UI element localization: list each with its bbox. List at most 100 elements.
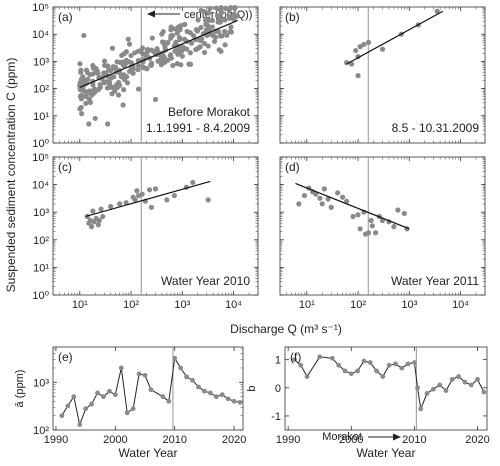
data-point <box>139 191 145 197</box>
data-point <box>162 41 168 47</box>
data-point <box>468 382 474 388</box>
y-tick-label: 10¹ <box>33 262 49 274</box>
panel-e: 1990 2000 2010 2020 10² 10³ Water Year ā (ppm) (… <box>14 346 246 460</box>
y-tick-label: 10² <box>33 425 49 437</box>
data-point <box>184 374 189 380</box>
panel-c: 10¹ 10² 10³ 10⁴ 10⁰ 10¹ 10² 10³ 10⁴ 10⁵ (c) Water Y… <box>32 152 259 311</box>
x-tick-label: 2020 <box>465 434 489 446</box>
data-point <box>190 377 195 383</box>
data-point <box>59 413 65 419</box>
x-tick-label: 10¹ <box>72 299 88 311</box>
data-point <box>130 406 136 412</box>
data-point <box>328 204 334 210</box>
data-point <box>145 46 151 53</box>
data-point <box>213 394 219 400</box>
data-point <box>313 191 319 197</box>
data-point <box>105 63 111 69</box>
data-point <box>196 384 201 390</box>
data-point <box>231 398 237 404</box>
y-tick-label: 0 <box>275 383 281 395</box>
data-point <box>168 24 174 30</box>
data-point <box>94 68 100 74</box>
y-tick-label: 10² <box>33 235 49 247</box>
y-axis-label: b <box>246 385 258 391</box>
data-point <box>78 69 84 75</box>
data-point <box>146 187 153 193</box>
data-point <box>92 89 98 95</box>
data-point <box>77 422 83 427</box>
axes-box <box>52 346 244 431</box>
data-point <box>123 200 129 206</box>
data-point <box>195 17 201 23</box>
data-point <box>219 33 225 39</box>
data-point <box>144 66 150 72</box>
x-tick-label: 1990 <box>44 434 68 446</box>
data-point <box>77 61 83 67</box>
data-point <box>148 62 154 68</box>
data-point <box>71 394 77 400</box>
data-point <box>365 230 372 236</box>
panel-label: (e) <box>58 350 73 364</box>
data-point <box>178 62 184 68</box>
data-point <box>430 386 436 392</box>
panel-title: Water Year 2010 <box>161 274 250 288</box>
data-point <box>77 93 83 99</box>
data-point <box>292 357 297 363</box>
data-point <box>215 19 221 25</box>
data-point <box>227 15 234 21</box>
data-point <box>126 41 133 47</box>
data-point <box>86 121 92 127</box>
x-tick-label: 10⁴ <box>225 299 242 311</box>
data-point <box>434 8 440 14</box>
data-point <box>361 41 367 48</box>
panel-subtitle: 1.1.1991 - 8.4.2009 <box>146 121 250 135</box>
data-point <box>89 224 95 230</box>
data-point <box>344 198 350 204</box>
data-point <box>152 186 159 192</box>
data-point <box>194 28 201 34</box>
data-point <box>111 65 118 71</box>
x-tick-label: 10¹ <box>299 299 315 311</box>
data-point <box>148 204 155 210</box>
x-tick-label: 10³ <box>401 299 417 311</box>
data-point <box>83 67 90 73</box>
data-point <box>187 61 194 67</box>
data-point <box>109 45 116 51</box>
data-point <box>173 40 179 46</box>
data-point <box>226 6 232 12</box>
data-point <box>121 76 128 83</box>
data-point <box>118 365 124 371</box>
data-point <box>202 17 209 23</box>
data-point <box>184 28 190 35</box>
data-point <box>215 13 221 19</box>
y-tick-label: 10³ <box>33 377 49 389</box>
data-point <box>336 362 342 368</box>
morakot-arrow-head <box>393 433 401 441</box>
data-point <box>134 188 140 194</box>
data-point <box>148 387 154 393</box>
data-point <box>201 49 208 56</box>
data-point <box>128 60 135 66</box>
y-tick-label: 10⁵ <box>32 152 49 164</box>
data-point <box>92 115 98 122</box>
data-point <box>89 401 94 407</box>
data-point <box>85 89 91 95</box>
data-point <box>187 50 193 56</box>
y-tick-label: 10⁵ <box>32 2 49 14</box>
morakot-annotation: Morakot <box>322 431 401 443</box>
y-tick-label: -1 <box>271 411 281 423</box>
data-point <box>355 212 361 218</box>
data-point <box>481 389 487 395</box>
data-point <box>415 385 420 391</box>
data-point <box>96 217 102 224</box>
data-point <box>355 368 360 374</box>
data-point <box>443 388 449 394</box>
data-point <box>437 382 443 388</box>
y-tick-label: 10⁴ <box>32 29 49 41</box>
data-point <box>321 186 327 192</box>
data-point <box>121 63 128 69</box>
panel-a: 10⁰ 10¹ 10² 10³ 10⁴ 10⁵ (a) Before Morakot 1.1.1… <box>32 2 259 150</box>
data-point <box>87 99 94 106</box>
data-point <box>462 379 468 385</box>
data-point <box>368 217 374 224</box>
